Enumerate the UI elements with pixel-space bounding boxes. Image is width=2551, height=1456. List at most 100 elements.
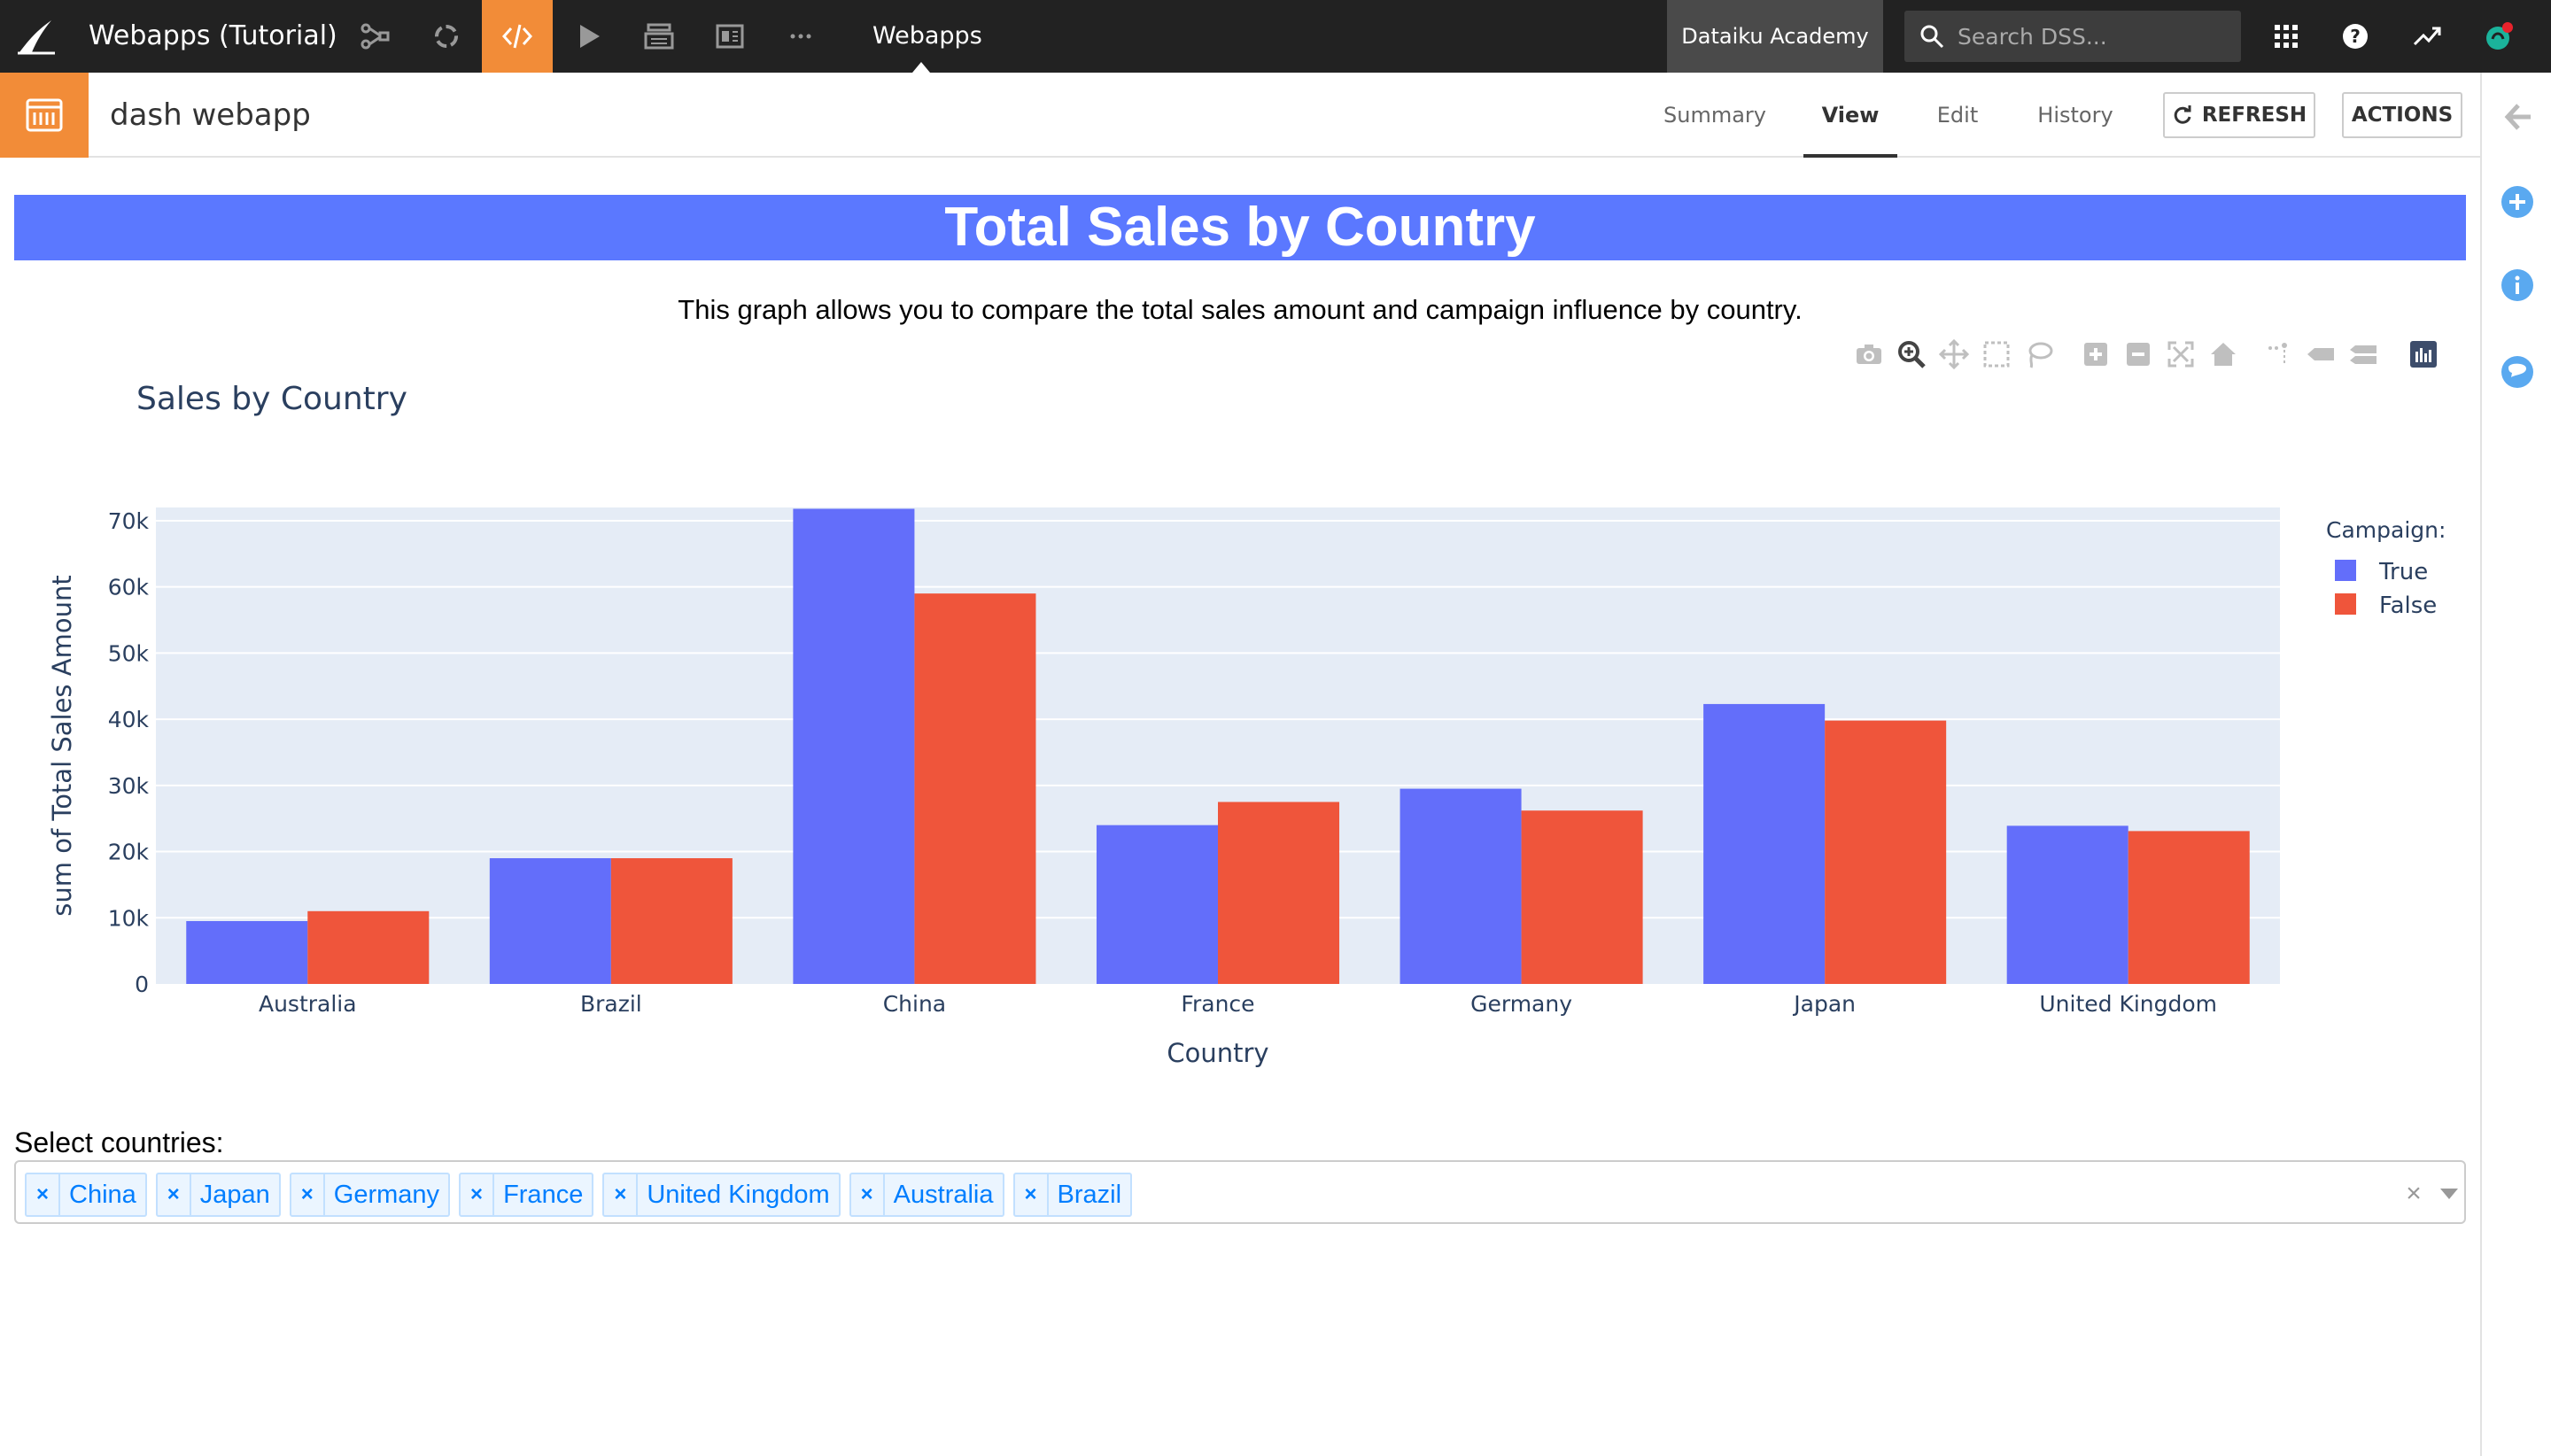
- x-tick-label: Brazil: [580, 991, 642, 1017]
- hover-closest-icon[interactable]: [2303, 337, 2338, 372]
- webapp-type-icon: [0, 73, 89, 158]
- more-icon[interactable]: [765, 0, 836, 73]
- discussion-icon[interactable]: [2498, 352, 2537, 391]
- refresh-button[interactable]: REFRESH: [2163, 92, 2315, 138]
- play-icon[interactable]: [553, 0, 624, 73]
- autoscale-icon[interactable]: [2163, 337, 2198, 372]
- search-box[interactable]: [1904, 11, 2241, 62]
- sales-bar-chart: Sales by Country 0 10k 20k 30k 40k 50k 60k 70k …: [14, 372, 2466, 1080]
- x-tick-label: France: [1181, 991, 1254, 1017]
- zoom-in-icon[interactable]: [2078, 337, 2113, 372]
- section-caret-icon: [912, 62, 930, 73]
- y-tick-label: 70k: [108, 508, 150, 534]
- info-circle-icon[interactable]: [2498, 266, 2537, 305]
- tab-view[interactable]: View: [1803, 73, 1897, 158]
- back-arrow-icon[interactable]: [2498, 97, 2537, 136]
- country-chip: × Germany: [289, 1173, 451, 1217]
- pan-icon[interactable]: [1936, 337, 1972, 372]
- legend-label-false[interactable]: False: [2379, 592, 2437, 619]
- bar-germany-false[interactable]: [1521, 810, 1643, 984]
- bar-united-kingdom-true[interactable]: [2006, 825, 2128, 984]
- y-tick-label: 40k: [108, 707, 150, 732]
- chip-label: Japan: [199, 1180, 270, 1209]
- select-countries-label: Select countries:: [14, 1127, 224, 1158]
- section-title[interactable]: Webapps: [872, 22, 982, 50]
- academy-link[interactable]: Dataiku Academy: [1667, 0, 1883, 73]
- tab-summary[interactable]: Summary: [1663, 103, 1766, 128]
- spike-lines-icon[interactable]: [2260, 337, 2296, 372]
- apps-grid-icon[interactable]: [2255, 0, 2317, 73]
- recycle-icon[interactable]: [411, 0, 482, 73]
- country-chip: × France: [459, 1173, 594, 1217]
- bar-australia-false[interactable]: [307, 910, 430, 984]
- camera-icon[interactable]: [1851, 337, 1887, 372]
- dataiku-logo-icon[interactable]: [16, 17, 57, 56]
- actions-label: ACTIONS: [2351, 104, 2454, 127]
- tab-history[interactable]: History: [2037, 103, 2113, 128]
- country-multiselect[interactable]: × China × Japan × Germany × France × United Kingd…: [14, 1160, 2466, 1224]
- chart-modebar: [1851, 335, 2462, 374]
- bar-united-kingdom-false[interactable]: [2128, 831, 2250, 984]
- chart-legend: Campaign: True False: [2326, 517, 2446, 619]
- project-title[interactable]: Webapps (Tutorial): [89, 20, 337, 51]
- lasso-select-icon[interactable]: [2021, 337, 2057, 372]
- legend-swatch-false[interactable]: [2335, 593, 2356, 615]
- chip-remove-icon[interactable]: ×: [604, 1174, 639, 1215]
- activity-trend-icon[interactable]: [2397, 0, 2459, 73]
- page-banner-title: Total Sales by Country: [14, 195, 2466, 260]
- flow-icon[interactable]: [340, 0, 411, 73]
- search-input[interactable]: [1958, 11, 2232, 62]
- stack-icon[interactable]: [624, 0, 694, 73]
- code-icon[interactable]: [482, 0, 553, 73]
- chip-remove-icon[interactable]: ×: [27, 1174, 60, 1215]
- top-navigation-bar: Webapps (Tutorial) Webapps Dataiku Acade…: [0, 0, 2551, 73]
- zoom-icon[interactable]: [1894, 337, 1929, 372]
- help-icon[interactable]: ?: [2324, 0, 2386, 73]
- chart-y-axis-label: sum of Total Sales Amount: [47, 575, 77, 916]
- chip-remove-icon[interactable]: ×: [461, 1174, 495, 1215]
- bar-china-false[interactable]: [914, 593, 1036, 984]
- hover-compare-icon[interactable]: [2346, 337, 2381, 372]
- svg-text:?: ?: [2350, 26, 2361, 47]
- x-tick-label: Japan: [1792, 991, 1856, 1017]
- dashboard-icon[interactable]: [694, 0, 765, 73]
- bar-france-true[interactable]: [1096, 825, 1218, 984]
- legend-label-true[interactable]: True: [2378, 559, 2428, 585]
- chip-label: Australia: [893, 1180, 994, 1209]
- reset-axes-icon[interactable]: [2206, 337, 2241, 372]
- box-select-icon[interactable]: [1979, 337, 2014, 372]
- x-tick-label: Australia: [259, 991, 357, 1017]
- bar-china-true[interactable]: [793, 508, 915, 984]
- dropdown-arrow-icon[interactable]: [2436, 1174, 2462, 1213]
- country-chip: × Brazil: [1012, 1173, 1133, 1217]
- right-rail: [2480, 73, 2551, 1456]
- zoom-out-icon[interactable]: [2121, 337, 2156, 372]
- bar-australia-true[interactable]: [186, 921, 308, 984]
- add-circle-icon[interactable]: [2498, 182, 2537, 221]
- chip-remove-icon[interactable]: ×: [291, 1174, 325, 1215]
- clear-selection-icon[interactable]: ×: [2406, 1179, 2422, 1208]
- webapp-name: dash webapp: [110, 97, 311, 133]
- country-chip: × Australia: [849, 1173, 1004, 1217]
- legend-swatch-true[interactable]: [2335, 560, 2356, 581]
- user-avatar-icon[interactable]: [2468, 0, 2530, 73]
- chip-remove-icon[interactable]: ×: [158, 1174, 191, 1215]
- chip-label: China: [69, 1180, 136, 1209]
- y-tick-label: 30k: [108, 773, 150, 799]
- bar-japan-false[interactable]: [1825, 720, 1947, 984]
- bar-brazil-false[interactable]: [610, 858, 733, 984]
- webapp-header: dash webapp Summary View Edit History RE…: [0, 73, 2480, 158]
- chip-remove-icon[interactable]: ×: [851, 1174, 885, 1215]
- actions-button[interactable]: ACTIONS: [2342, 92, 2462, 138]
- bar-brazil-true[interactable]: [489, 858, 611, 984]
- chart-bars: [186, 508, 2250, 984]
- chip-label: France: [503, 1180, 584, 1209]
- chip-label: Brazil: [1057, 1180, 1122, 1209]
- tab-edit[interactable]: Edit: [1936, 103, 1979, 128]
- plotly-logo-icon[interactable]: [2406, 337, 2441, 372]
- bar-france-false[interactable]: [1218, 802, 1340, 984]
- chip-remove-icon[interactable]: ×: [1015, 1174, 1049, 1215]
- bar-germany-true[interactable]: [1400, 788, 1522, 984]
- bar-japan-true[interactable]: [1703, 703, 1826, 984]
- x-tick-label: Germany: [1470, 991, 1572, 1017]
